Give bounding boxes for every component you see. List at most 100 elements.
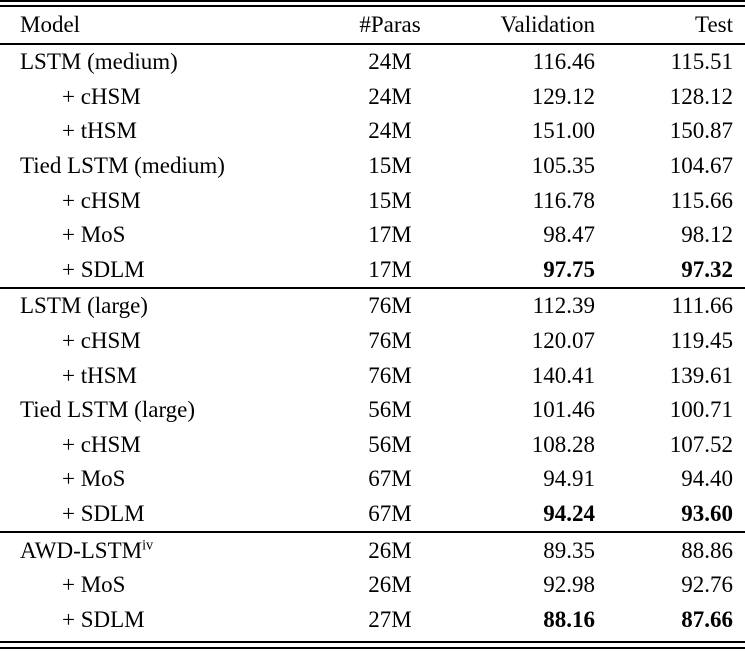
table-row: LSTM (large) 76M 112.39 111.66	[0, 289, 745, 324]
model-cell: + MoS	[62, 222, 126, 248]
model-cell: Tied LSTM (large)	[20, 397, 196, 423]
test-cell: 104.67	[669, 153, 733, 179]
paras-cell: 76M	[368, 328, 412, 354]
paras-cell: 67M	[368, 466, 412, 492]
table-row: + SDLM 17M 97.75 97.32	[0, 253, 745, 288]
table-body: LSTM (medium) 24M 116.46 115.51 + cHSM 24M 129…	[0, 45, 745, 637]
validation-cell: 151.00	[531, 118, 595, 144]
model-cell: + MoS	[62, 466, 126, 492]
paras-cell: 26M	[368, 572, 412, 598]
validation-cell: 101.46	[531, 397, 595, 423]
paras-cell: 56M	[368, 397, 412, 423]
test-cell: 97.32	[681, 256, 733, 282]
table-row: AWD-LSTMiv 26M 89.35 88.86	[0, 533, 745, 568]
bottom-rule-outer	[0, 641, 745, 644]
validation-cell: 88.16	[543, 606, 595, 632]
bottom-rule-inner	[0, 647, 745, 650]
paras-cell: 67M	[368, 501, 412, 527]
paras-cell: 26M	[368, 537, 412, 563]
validation-cell: 140.41	[531, 362, 595, 388]
test-cell: 100.71	[669, 397, 733, 423]
paras-cell: 76M	[368, 362, 412, 388]
table-row: + cHSM 56M 108.28 107.52	[0, 428, 745, 463]
validation-cell: 92.98	[543, 572, 595, 598]
table-section: LSTM (large) 76M 112.39 111.66 + cHSM 76M 120.…	[0, 289, 745, 531]
table-header-row: Model #Paras Validation Test	[0, 7, 745, 43]
section-rule	[0, 531, 745, 534]
model-cell: + SDLM	[62, 606, 145, 632]
validation-cell: 98.47	[543, 222, 595, 248]
table-row: + cHSM 76M 120.07 119.45	[0, 324, 745, 359]
test-cell: 107.52	[669, 431, 733, 457]
table-row: Tied LSTM (medium) 15M 105.35 104.67	[0, 149, 745, 184]
test-cell: 98.12	[681, 222, 733, 248]
model-cell: AWD-LSTMiv	[20, 536, 154, 563]
model-cell: + cHSM	[62, 431, 141, 457]
validation-cell: 129.12	[531, 83, 595, 109]
top-rule-inner	[0, 5, 745, 7]
column-header-model: Model	[20, 12, 81, 37]
validation-cell: 120.07	[531, 328, 595, 354]
paras-cell: 15M	[368, 153, 412, 179]
test-cell: 128.12	[669, 83, 733, 109]
test-cell: 150.87	[669, 118, 733, 144]
section-rule	[0, 287, 745, 290]
column-header-test: Test	[695, 12, 733, 37]
column-header-validation: Validation	[500, 12, 595, 37]
validation-cell: 97.75	[543, 256, 595, 282]
model-cell: + tHSM	[62, 118, 137, 144]
table-row: + MoS 67M 94.91 94.40	[0, 462, 745, 497]
test-cell: 139.61	[669, 362, 733, 388]
model-cell: + cHSM	[62, 83, 141, 109]
model-cell: + MoS	[62, 572, 126, 598]
validation-cell: 105.35	[531, 153, 595, 179]
model-cell: + SDLM	[62, 501, 145, 527]
validation-cell: 116.78	[532, 187, 595, 213]
header-rule	[0, 43, 745, 45]
table-row: + tHSM 76M 140.41 139.61	[0, 358, 745, 393]
model-cell: + tHSM	[62, 362, 137, 388]
table-row: + SDLM 67M 94.24 93.60	[0, 497, 745, 532]
validation-cell: 116.46	[532, 49, 595, 75]
test-cell: 111.66	[671, 293, 733, 319]
model-cell: + cHSM	[62, 187, 141, 213]
paras-cell: 24M	[368, 83, 412, 109]
paras-cell: 24M	[368, 49, 412, 75]
validation-cell: 94.91	[543, 466, 595, 492]
paras-cell: 24M	[368, 118, 412, 144]
model-cell: LSTM (large)	[20, 293, 148, 319]
table-row: Tied LSTM (large) 56M 101.46 100.71	[0, 393, 745, 428]
footnote-marker: iv	[142, 536, 154, 553]
model-cell: LSTM (medium)	[20, 49, 178, 75]
table-row: + MoS 17M 98.47 98.12	[0, 218, 745, 253]
table-section: LSTM (medium) 24M 116.46 115.51 + cHSM 24M 129…	[0, 45, 745, 287]
table-row: + cHSM 24M 129.12 128.12	[0, 80, 745, 115]
table-row: LSTM (medium) 24M 116.46 115.51	[0, 45, 745, 80]
validation-cell: 108.28	[531, 431, 595, 457]
column-header-paras: #Paras	[359, 12, 421, 37]
test-cell: 119.45	[670, 328, 733, 354]
paras-cell: 27M	[368, 606, 412, 632]
paras-cell: 76M	[368, 293, 412, 319]
paras-cell: 15M	[368, 187, 412, 213]
table-row: + MoS 26M 92.98 92.76	[0, 568, 745, 603]
paras-cell: 56M	[368, 431, 412, 457]
top-rule-outer	[0, 0, 745, 2]
table-row: + tHSM 24M 151.00 150.87	[0, 114, 745, 149]
table-row: + cHSM 15M 116.78 115.66	[0, 183, 745, 218]
test-cell: 115.51	[670, 49, 733, 75]
model-cell: Tied LSTM (medium)	[20, 153, 225, 179]
model-cell: + cHSM	[62, 328, 141, 354]
test-cell: 92.76	[681, 572, 733, 598]
test-cell: 93.60	[681, 501, 733, 527]
test-cell: 88.86	[681, 537, 733, 563]
model-cell: + SDLM	[62, 256, 145, 282]
validation-cell: 112.39	[532, 293, 595, 319]
paras-cell: 17M	[368, 256, 412, 282]
validation-cell: 89.35	[543, 537, 595, 563]
validation-cell: 94.24	[543, 501, 595, 527]
table-row: + SDLM 27M 88.16 87.66	[0, 603, 745, 638]
table-section: AWD-LSTMiv 26M 89.35 88.86 + MoS 26M 92.98 92.7…	[0, 533, 745, 637]
paras-cell: 17M	[368, 222, 412, 248]
